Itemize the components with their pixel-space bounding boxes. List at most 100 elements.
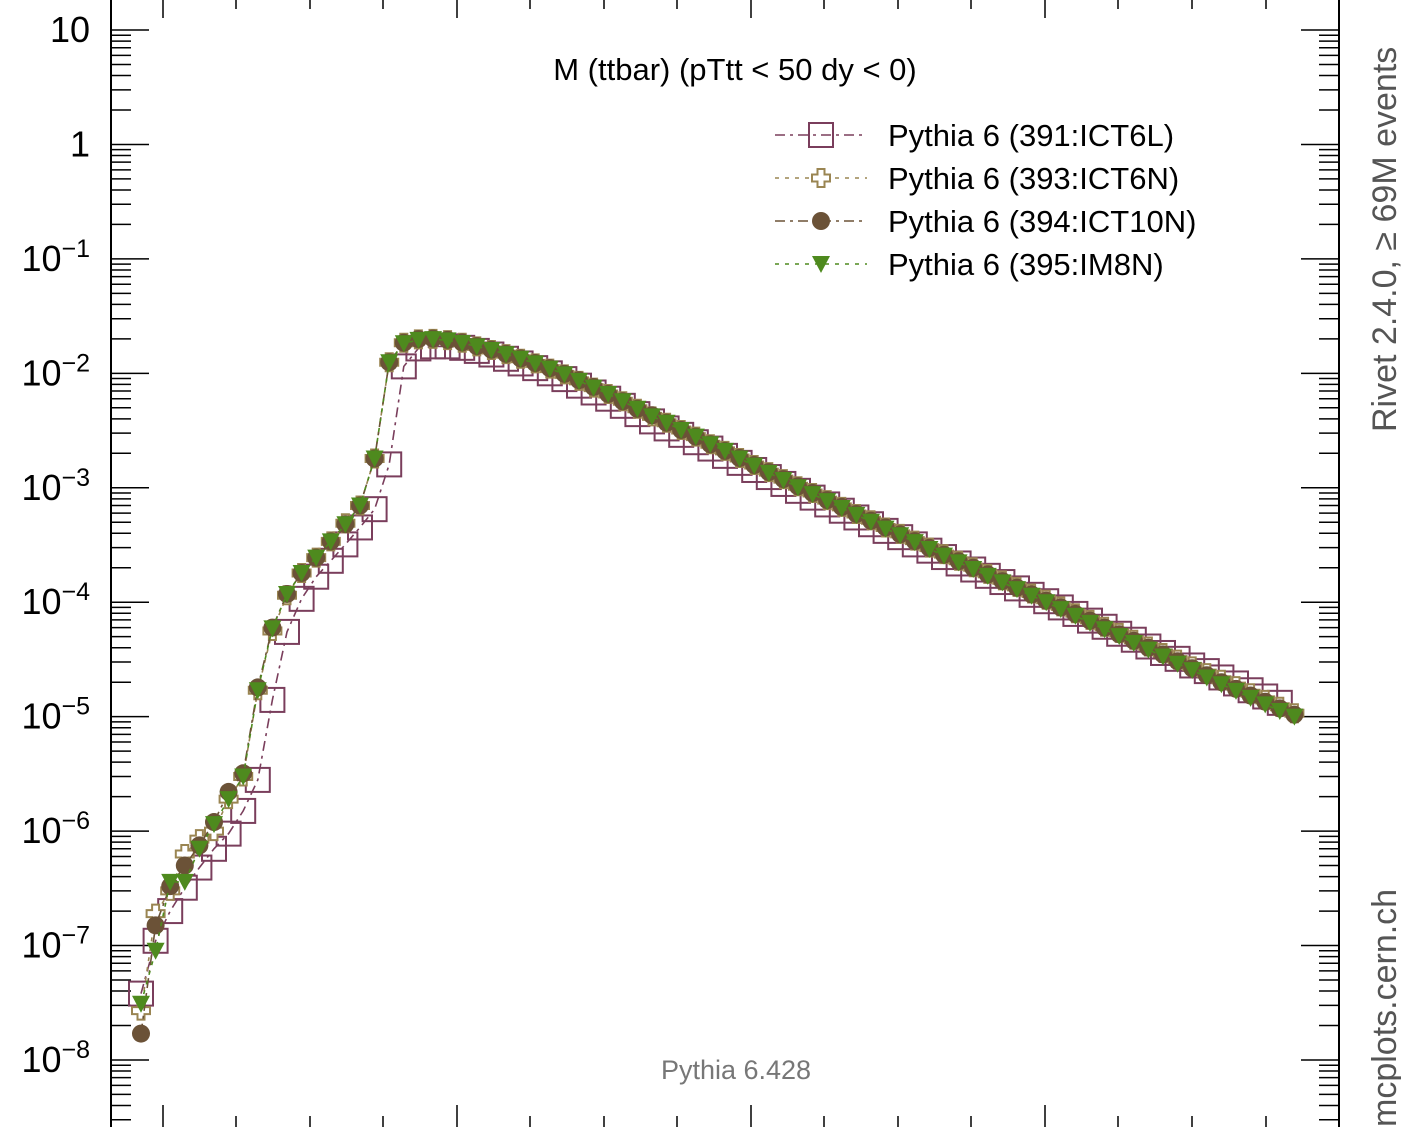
data-point (1139, 641, 1158, 659)
y-tick-label: 10−8 (21, 1036, 90, 1080)
data-point (1081, 614, 1099, 632)
data-point (146, 942, 165, 960)
data-point (847, 506, 866, 524)
data-point (453, 335, 472, 353)
legend: Pythia 6 (391:ICT6L) Pythia 6 (393:ICT6N)… (775, 118, 1196, 282)
data-point (132, 995, 150, 1013)
y-tick-label: 1 (70, 123, 90, 164)
data-point (380, 354, 399, 372)
series-2 (131, 328, 1305, 1021)
data-point (570, 372, 588, 390)
plot-frame (110, 0, 1340, 1127)
data-point (394, 335, 413, 353)
data-point (812, 212, 830, 230)
data-point (409, 331, 428, 349)
data-point (161, 873, 180, 891)
data-point (730, 450, 749, 468)
legend-label: Pythia 6 (395:IM8N) (888, 247, 1164, 282)
data-point (862, 513, 880, 531)
legend-entry: Pythia 6 (391:ICT6L) (775, 118, 1174, 153)
data-point (812, 256, 830, 273)
y-tick-label: 10−3 (21, 464, 90, 508)
data-point (643, 408, 661, 426)
data-point (1110, 628, 1129, 646)
data-point (935, 547, 953, 565)
data-point (1183, 662, 1202, 680)
data-point (555, 366, 574, 384)
legend-entry: Pythia 6 (395:IM8N) (775, 247, 1164, 282)
data-point (613, 393, 632, 411)
data-point (1270, 703, 1289, 721)
data-point (978, 567, 997, 585)
data-point (1241, 689, 1260, 707)
data-point (803, 486, 822, 504)
data-point (1124, 635, 1143, 653)
data-point (657, 414, 676, 432)
data-point (701, 436, 720, 454)
data-point (1066, 607, 1085, 625)
rivet-version-label: Rivet 2.4.0, ≥ 69M events (1366, 46, 1401, 432)
data-point (1285, 708, 1304, 726)
data-point (993, 574, 1012, 592)
data-point (365, 450, 384, 468)
data-point (263, 620, 282, 638)
y-tick-label: 10−5 (21, 693, 90, 737)
data-point (920, 540, 939, 558)
data-point (759, 464, 778, 482)
data-point (628, 400, 647, 418)
legend-entry: Pythia 6 (394:ICT10N) (775, 204, 1196, 239)
y-tick-label: 10−7 (21, 922, 90, 966)
data-point (891, 527, 910, 545)
data-point (132, 1024, 150, 1043)
y-tick-label: 10−2 (21, 349, 90, 393)
data-point (511, 350, 530, 368)
data-point (672, 421, 691, 439)
data-point (832, 500, 851, 518)
y-tick-labels: 10 1 10−1 10−2 10−3 10−4 10−5 10−6 10−7 10−8 (21, 9, 90, 1080)
data-point (774, 471, 793, 489)
data-point (248, 682, 267, 700)
data-point (278, 585, 296, 603)
data-point (1051, 601, 1070, 619)
legend-entry: Pythia 6 (393:ICT6N) (775, 161, 1179, 196)
data-point (540, 360, 559, 378)
data-point (234, 768, 253, 786)
data-point (1022, 587, 1041, 605)
data-point (1212, 676, 1231, 694)
data-point (1154, 648, 1172, 666)
data-point (497, 346, 515, 364)
data-point (949, 554, 968, 572)
data-point (190, 840, 209, 858)
mcplots-watermark: mcplots.cern.ch (1366, 888, 1401, 1127)
data-point (745, 457, 764, 475)
data-point (175, 873, 194, 891)
data-point (1197, 669, 1216, 687)
data-point (716, 442, 734, 460)
data-point (230, 797, 257, 824)
legend-label: Pythia 6 (393:ICT6N) (888, 161, 1179, 196)
data-point (1227, 682, 1245, 700)
legend-label: Pythia 6 (391:ICT6L) (888, 118, 1174, 153)
data-point (292, 564, 311, 582)
y-tick-label: 10 (50, 9, 90, 50)
legend-label: Pythia 6 (394:ICT10N) (888, 204, 1196, 239)
y-tick-label: 10−4 (21, 578, 90, 622)
data-point (811, 168, 831, 188)
data-point (351, 497, 369, 515)
axis-ticks (111, 0, 1339, 1127)
data-point (482, 341, 501, 359)
data-point (599, 385, 618, 403)
data-point (175, 856, 194, 875)
data-point (905, 534, 924, 552)
data-point (686, 428, 705, 446)
data-point (1168, 655, 1187, 673)
chart-title: M (ttbar) (pTtt < 50 dy < 0) (553, 52, 917, 87)
data-point (467, 338, 486, 356)
data-point (1008, 581, 1026, 599)
data-point (818, 493, 837, 511)
data-point (307, 549, 326, 567)
y-tick-label: 10−6 (21, 807, 90, 851)
data-point (876, 520, 895, 538)
data-point (438, 332, 457, 350)
data-series (128, 328, 1305, 1043)
